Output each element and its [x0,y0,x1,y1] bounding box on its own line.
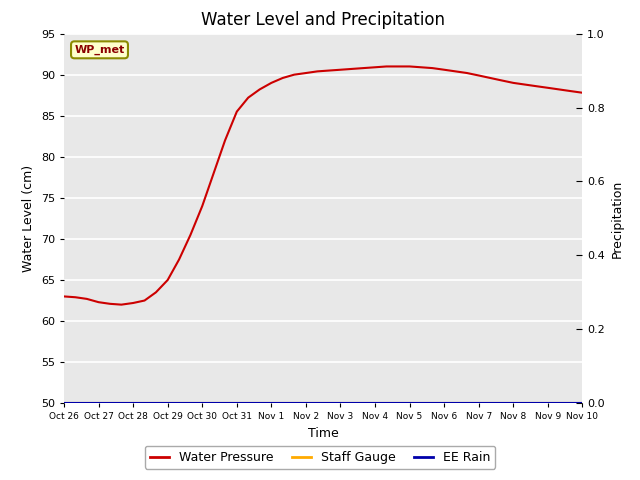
X-axis label: Time: Time [308,427,339,440]
Legend: Water Pressure, Staff Gauge, EE Rain: Water Pressure, Staff Gauge, EE Rain [145,446,495,469]
Y-axis label: Precipitation: Precipitation [611,179,623,258]
Y-axis label: Water Level (cm): Water Level (cm) [22,165,35,272]
Text: WP_met: WP_met [74,45,125,55]
Title: Water Level and Precipitation: Water Level and Precipitation [201,11,445,29]
